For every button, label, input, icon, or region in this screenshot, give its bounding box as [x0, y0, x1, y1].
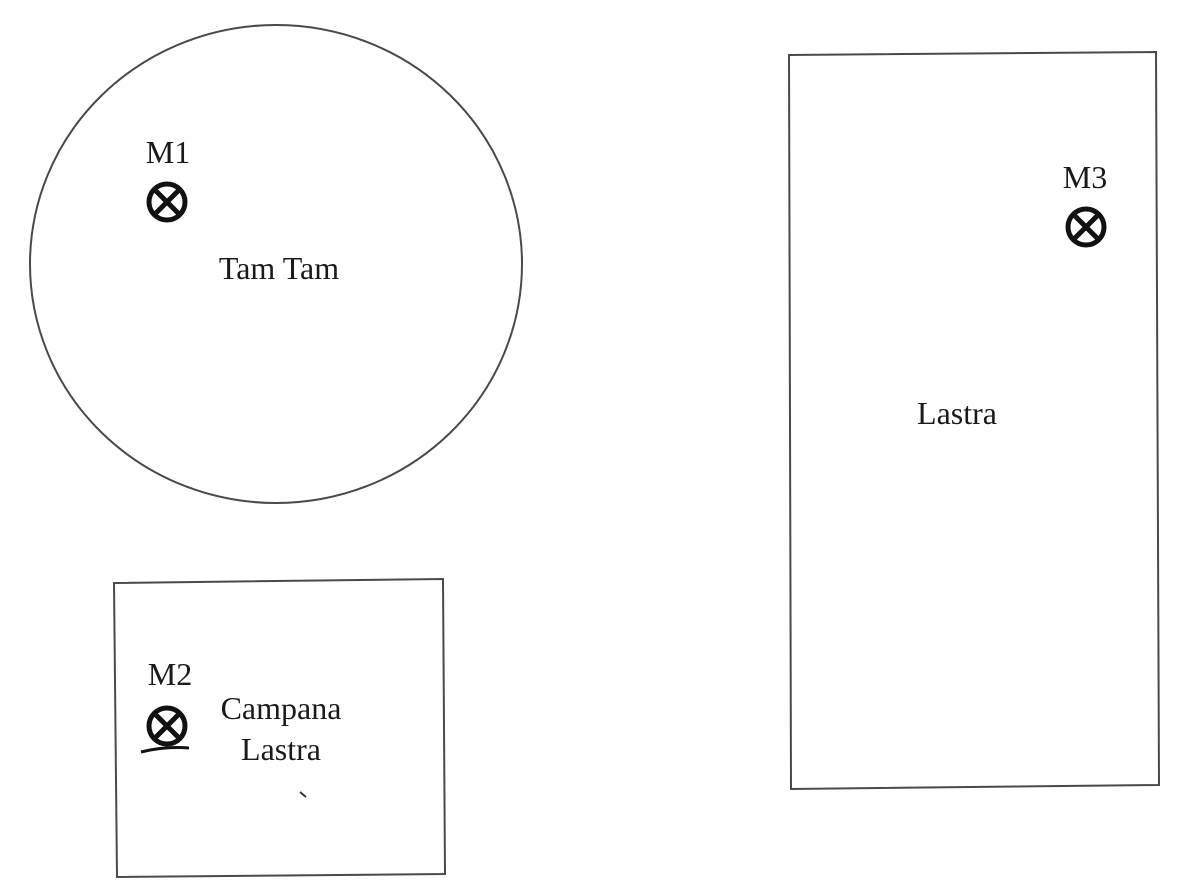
- tam-tam-outline: [29, 24, 523, 504]
- lastra-instrument: Lastra: [787, 50, 1161, 791]
- microphone-m3-label: M3: [1063, 159, 1107, 195]
- stray-mark: [299, 791, 307, 798]
- campana-lastra-instrument: Campana Lastra: [112, 577, 447, 879]
- lastra-outline: [787, 50, 1161, 791]
- campana-label: Campana: [221, 690, 342, 726]
- microphone-m1-label: M1: [146, 134, 190, 170]
- microphone-m3: M3: [1063, 159, 1107, 248]
- scan-mark: [140, 746, 190, 754]
- crossed-circle-icon: [1065, 206, 1107, 248]
- microphone-m2: M2: [140, 656, 192, 754]
- microphone-m2-label: M2: [148, 656, 192, 692]
- crossed-circle-icon: [146, 705, 188, 747]
- lastra-label: Lastra: [917, 395, 997, 431]
- tam-tam-label: Tam Tam: [219, 250, 339, 286]
- lastra-small-label: Lastra: [241, 731, 321, 767]
- campana-lastra-outline: [112, 577, 447, 879]
- tam-tam-instrument: Tam Tam: [29, 24, 523, 504]
- crossed-circle-icon: [146, 181, 188, 223]
- microphone-m1: M1: [146, 134, 190, 223]
